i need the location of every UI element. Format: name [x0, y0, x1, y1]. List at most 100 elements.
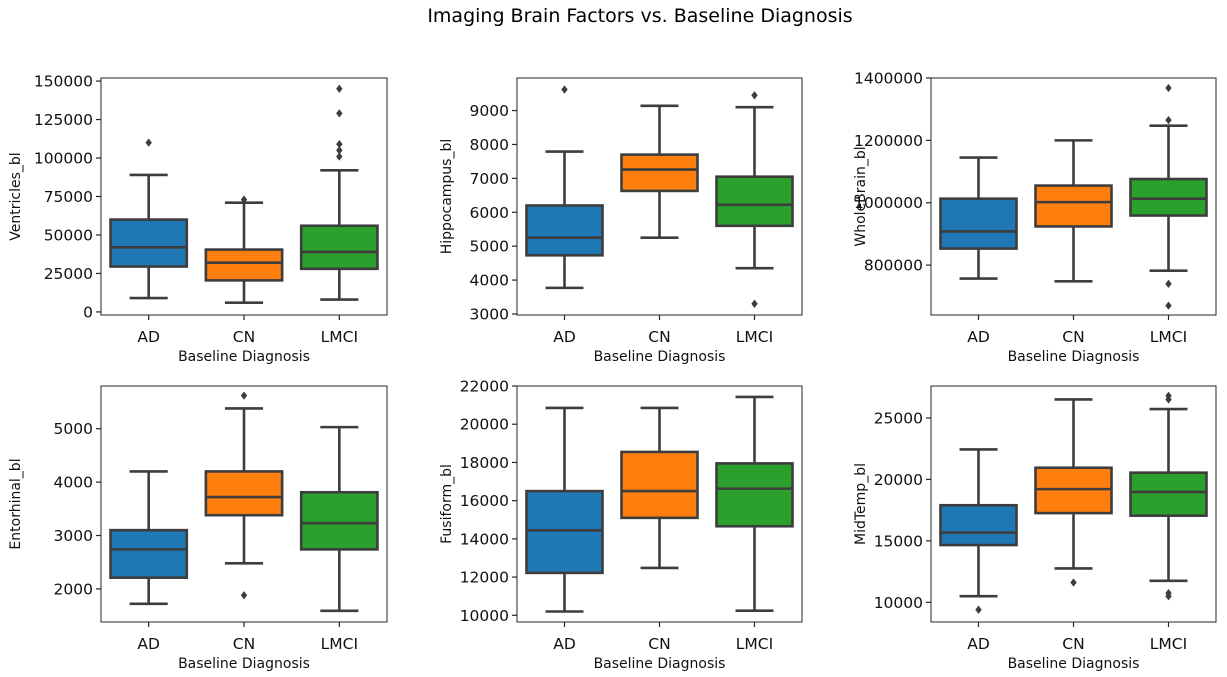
outlier-point: [561, 85, 568, 94]
outlier-point: [751, 299, 758, 308]
outlier-point: [145, 138, 152, 147]
y-tick-label: 3000: [54, 527, 93, 545]
y-tick-label: 100000: [34, 150, 93, 168]
subplot-6: 10000 15000 20000 25000 AD CN LMCI Baseline Dia…: [853, 385, 1217, 672]
x-tick-label: CN: [648, 328, 670, 346]
iqr-box: [715, 175, 794, 228]
x-tick-label: LMCI: [321, 328, 358, 346]
x-tick-label: LMCI: [1150, 635, 1187, 653]
x-axis-label: Baseline Diagnosis: [178, 656, 310, 672]
box-AD: [109, 138, 189, 300]
y-tick-label: 150000: [34, 73, 93, 91]
x-tick-label: CN: [1062, 328, 1084, 346]
box-LMCI: [715, 91, 794, 308]
y-tick-label: 20000: [460, 416, 509, 434]
subplot-grid: 0 25000 50000 75000 100000 125000 150000 AD CN LM…: [8, 70, 1217, 672]
y-tick-label: 5000: [54, 420, 93, 438]
box-CN: [204, 195, 284, 304]
y-axis-label: Fusiform_bl: [439, 464, 455, 544]
y-tick-label: 20000: [874, 471, 923, 489]
outlier-point: [1165, 279, 1172, 288]
iqr-box: [109, 528, 189, 579]
iqr-box: [939, 503, 1018, 547]
x-tick-label: LMCI: [736, 328, 773, 346]
subplot-2: 3000 4000 5000 6000 7000 8000 9000 AD CN LMCI Base…: [439, 77, 803, 365]
outlier-point: [336, 109, 343, 118]
box-AD: [109, 470, 189, 606]
box-LMCI: [1129, 83, 1208, 310]
y-tick-label: 3000: [470, 305, 509, 323]
y-tick-label: 0: [83, 303, 93, 321]
x-tick-label: CN: [648, 635, 670, 653]
box-LMCI: [1129, 391, 1208, 601]
y-tick-label: 10000: [460, 607, 509, 625]
subplot-3: 800000 1000000 1200000 1400000 AD CN LMCI Basel…: [853, 70, 1217, 365]
x-axis-label: Baseline Diagnosis: [1008, 349, 1140, 365]
y-tick-label: 9000: [470, 102, 509, 120]
box-CN: [1034, 398, 1113, 587]
outlier-point: [336, 84, 343, 93]
box-CN: [204, 391, 284, 600]
y-tick-label: 15000: [874, 532, 923, 550]
x-tick-label: LMCI: [1150, 328, 1187, 346]
box-LMCI: [715, 395, 794, 613]
y-tick-label: 6000: [470, 204, 509, 222]
x-axis-label: Baseline Diagnosis: [594, 656, 726, 672]
outlier-point: [1165, 588, 1172, 598]
box-AD: [939, 448, 1018, 614]
iqr-box: [620, 450, 699, 520]
y-tick-label: 2000: [54, 580, 93, 598]
iqr-box: [1034, 184, 1113, 228]
y-tick-label: 22000: [460, 378, 509, 396]
x-tick-label: AD: [967, 635, 990, 653]
y-tick-label: 125000: [34, 111, 93, 129]
iqr-box: [109, 218, 189, 268]
x-tick-label: CN: [233, 635, 255, 653]
x-tick-label: AD: [553, 328, 576, 346]
iqr-box: [939, 197, 1018, 250]
x-tick-label: CN: [1062, 635, 1084, 653]
iqr-box: [715, 462, 794, 528]
box-AD: [525, 406, 604, 613]
y-axis-label: Entorhinal_bl: [8, 458, 24, 549]
x-tick-label: LMCI: [736, 635, 773, 653]
outlier-point: [975, 605, 982, 614]
y-tick-label: 800000: [864, 257, 923, 275]
subplot-4: 2000 3000 4000 5000 AD CN LMCI Baseline Diagnos…: [8, 385, 388, 672]
x-axis-label: Baseline Diagnosis: [1008, 656, 1140, 672]
outlier-point: [1070, 578, 1077, 587]
y-tick-label: 4000: [470, 272, 509, 290]
outlier-point: [240, 391, 248, 400]
y-tick-label: 25000: [44, 265, 93, 283]
subplot-5: 10000 12000 14000 16000 18000 20000 22000 AD CN L…: [439, 378, 803, 672]
outlier-point: [240, 591, 248, 600]
iqr-box: [204, 470, 284, 517]
x-tick-label: AD: [553, 635, 576, 653]
y-tick-label: 1000000: [854, 194, 923, 212]
iqr-box: [204, 248, 284, 282]
y-tick-label: 12000: [460, 569, 509, 587]
x-axis-label: Baseline Diagnosis: [594, 349, 726, 365]
y-tick-label: 5000: [470, 238, 509, 256]
outlier-point: [751, 91, 758, 100]
y-tick-label: 50000: [44, 226, 93, 244]
x-tick-label: AD: [967, 328, 990, 346]
y-tick-label: 25000: [874, 409, 923, 427]
y-axis-label: Ventricles_bl: [8, 152, 24, 240]
box-AD: [939, 156, 1018, 280]
outlier-point: [1165, 115, 1172, 125]
outlier-point: [336, 146, 343, 155]
x-tick-label: AD: [137, 635, 160, 653]
y-axis-label: MidTemp_bl: [853, 463, 869, 545]
y-tick-label: 18000: [460, 454, 509, 472]
outlier-point: [1165, 391, 1172, 400]
outlier-point: [336, 140, 343, 149]
iqr-box: [1129, 471, 1208, 517]
y-tick-label: 75000: [44, 188, 93, 206]
y-tick-label: 14000: [460, 530, 509, 548]
y-axis-label: WholeBrain_bl: [853, 146, 869, 246]
iqr-box: [620, 153, 699, 193]
figure-title: Imaging Brain Factors vs. Baseline Diagn…: [427, 5, 852, 27]
iqr-box: [525, 489, 604, 575]
box-AD: [525, 85, 604, 290]
